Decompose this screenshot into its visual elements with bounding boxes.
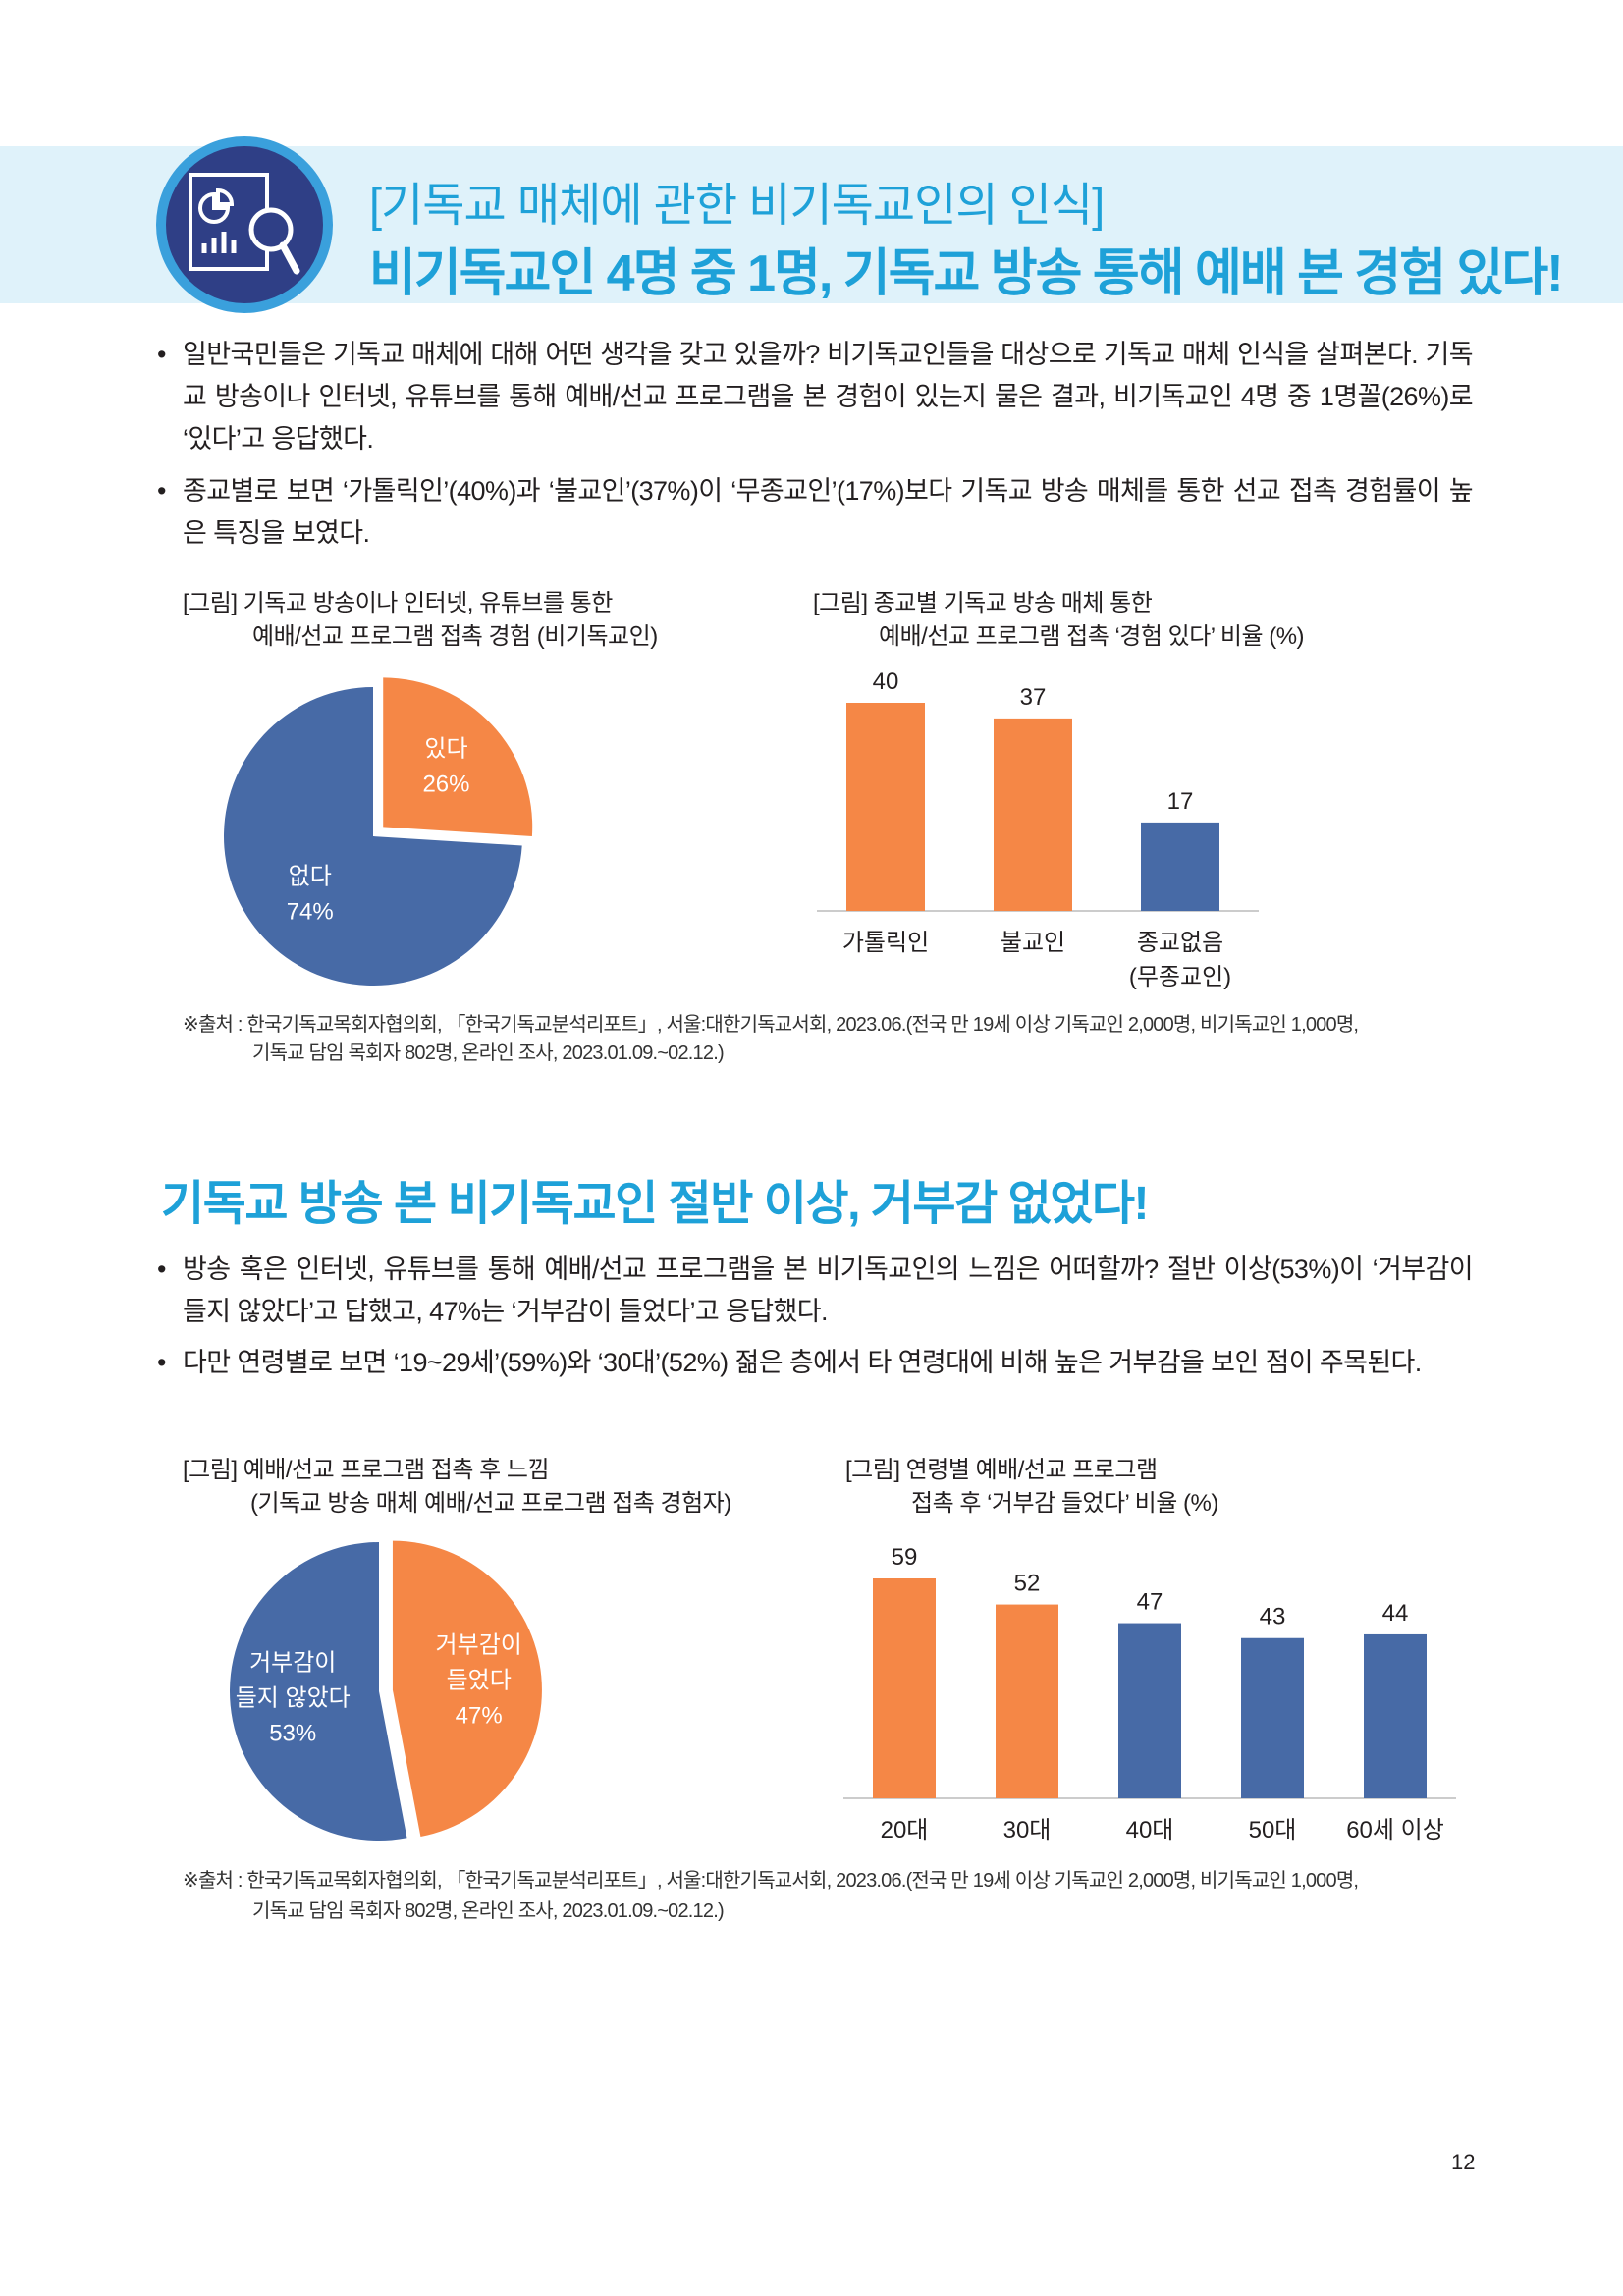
pie-slice bbox=[229, 1542, 407, 1841]
pie-slice-label: 없다 bbox=[289, 864, 332, 890]
bar-chart-by-religion: 40 가톨릭인 37 불교인 17 종교없음 (무종교인) bbox=[817, 668, 1259, 990]
bar bbox=[1141, 822, 1219, 911]
bar-value-label: 43 bbox=[1260, 1604, 1286, 1630]
bar-value-label: 17 bbox=[1167, 788, 1194, 815]
figure-caption: [그림] 예배/선교 프로그램 접촉 후 느낌 bbox=[183, 1457, 550, 1483]
page-number: 12 bbox=[1451, 2150, 1476, 2174]
header-headline: 비기독교인 4명 중 1명, 기독교 방송 통해 예배 본 경험 있다! bbox=[369, 245, 1564, 302]
pie-value-label: 53% bbox=[269, 1721, 316, 1747]
chart-magnifier-icon bbox=[156, 136, 333, 313]
figure-caption: 접촉 후 ‘거부감 들었다’ 비율 (%) bbox=[911, 1490, 1218, 1517]
figure-caption: (기독교 방송 매체 예배/선교 프로그램 접촉 경험자) bbox=[250, 1490, 731, 1517]
pie-slice-label: 거부감이 bbox=[249, 1650, 336, 1677]
figure-caption: [그림] 연령별 예배/선교 프로그램 bbox=[845, 1457, 1158, 1483]
x-tick-label: 60세 이상 bbox=[1346, 1817, 1444, 1843]
bullet-item: • 다만 연령별로 보면 ‘19~29세’(59%)와 ‘30대’(52%) 젊은… bbox=[157, 1348, 1422, 1377]
source-note: ※출처 : 한국기독교목회자협의회, 「한국기독교분석리포트」, 서울:대한기독… bbox=[183, 1870, 1359, 1892]
x-tick-label: 40대 bbox=[1126, 1817, 1174, 1843]
bullet-item: • 일반국민들은 기독교 매체에 대해 어떤 생각을 갖고 있을까? 비기독교인들… bbox=[157, 340, 1474, 454]
bar-value-label: 59 bbox=[892, 1544, 918, 1571]
x-tick-label: 종교없음 bbox=[1137, 930, 1223, 956]
bar-value-label: 47 bbox=[1137, 1589, 1163, 1616]
source-note: ※출처 : 한국기독교목회자협의회, 「한국기독교분석리포트」, 서울:대한기독… bbox=[183, 1014, 1359, 1036]
x-tick-label: 불교인 bbox=[1001, 930, 1065, 956]
bar-value-label: 37 bbox=[1020, 684, 1047, 711]
bar bbox=[846, 703, 925, 911]
x-tick-label: 50대 bbox=[1249, 1817, 1297, 1843]
x-tick-label: (무종교인) bbox=[1129, 964, 1231, 990]
bar-chart-by-age: 59 20대 52 30대 47 40대 43 50대 44 60세 이상 bbox=[843, 1544, 1456, 1843]
bar-value-label: 52 bbox=[1014, 1571, 1041, 1597]
bar bbox=[994, 718, 1072, 911]
bar bbox=[1241, 1637, 1304, 1798]
figure-caption: [그림] 기독교 방송이나 인터넷, 유튜브를 통한 bbox=[183, 590, 613, 616]
pie-slice bbox=[383, 677, 533, 836]
pie-slice bbox=[392, 1540, 542, 1837]
pie-value-label: 74% bbox=[287, 899, 334, 926]
x-tick-label: 30대 bbox=[1003, 1817, 1052, 1843]
pie-slice-label: 있다 bbox=[424, 735, 467, 762]
source-note: 기독교 담임 목회자 802명, 온라인 조사, 2023.01.09.~02.… bbox=[252, 1042, 725, 1064]
figure-caption: 예배/선교 프로그램 접촉 경험 (비기독교인) bbox=[252, 623, 658, 650]
pie-slice-label: 들었다 bbox=[447, 1668, 512, 1694]
bar bbox=[996, 1604, 1058, 1798]
x-tick-label: 가톨릭인 bbox=[842, 930, 929, 956]
header-title: [기독교 매체에 관한 비기독교인의 인식] bbox=[369, 179, 1105, 231]
pie-chart-experience: 있다 26% 없다 74% bbox=[224, 677, 533, 986]
source-note: 기독교 담임 목회자 802명, 온라인 조사, 2023.01.09.~02.… bbox=[252, 1900, 725, 1922]
bar-value-label: 40 bbox=[873, 668, 899, 695]
bar bbox=[873, 1578, 936, 1798]
pie-slice-label: 거부감이 bbox=[436, 1632, 522, 1659]
x-tick-label: 20대 bbox=[881, 1817, 929, 1843]
pie-slice-label: 들지 않았다 bbox=[236, 1685, 351, 1712]
pie-slice bbox=[224, 687, 522, 986]
figure-caption: 예배/선교 프로그램 접촉 ‘경험 있다’ 비율 (%) bbox=[879, 623, 1305, 650]
bullet-item: • 방송 혹은 인터넷, 유튜브를 통해 예배/선교 프로그램을 본 비기독교인의… bbox=[157, 1255, 1474, 1326]
bullet-item: • 종교별로 보면 ‘가톨릭인’(40%)과 ‘불교인’(37%)이 ‘무종교인’… bbox=[157, 476, 1474, 548]
section-title: 기독교 방송 본 비기독교인 절반 이상, 거부감 없었다! bbox=[161, 1178, 1150, 1230]
bar-value-label: 44 bbox=[1382, 1600, 1409, 1627]
figure-caption: [그림] 종교별 기독교 방송 매체 통한 bbox=[813, 590, 1153, 616]
pie-value-label: 26% bbox=[422, 771, 469, 797]
bar bbox=[1118, 1623, 1181, 1798]
bar bbox=[1364, 1633, 1427, 1798]
pie-value-label: 47% bbox=[456, 1703, 503, 1730]
